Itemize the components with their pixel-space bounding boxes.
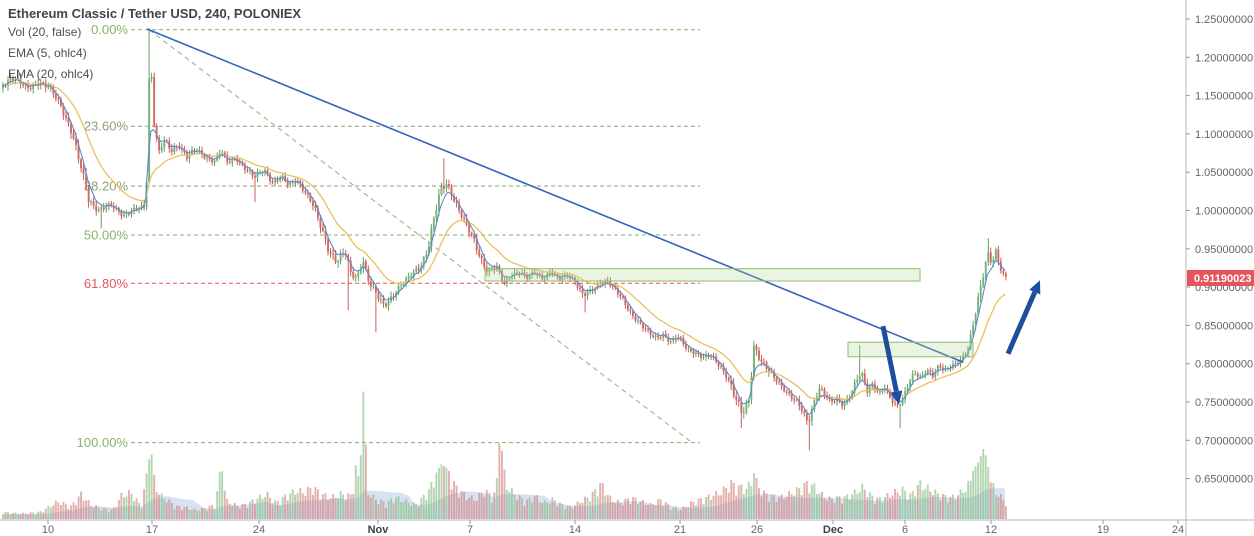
time-axis-label: 12: [985, 524, 997, 536]
ema5-line[interactable]: [1, 79, 1006, 416]
time-axis-label: 24: [1172, 524, 1184, 536]
price-axis-label: 1.15000000: [1195, 91, 1253, 103]
price-axis-label: 1.10000000: [1195, 129, 1253, 141]
time-axis-label: 14: [569, 524, 581, 536]
price-axis-label: 0.95000000: [1195, 244, 1253, 256]
highlight-zone-0[interactable]: [484, 268, 921, 282]
time-axis-label: Dec: [823, 524, 843, 536]
last-price-tag: [1187, 270, 1254, 286]
price-axis-label: 1.20000000: [1195, 52, 1253, 64]
ema20-line[interactable]: [2, 82, 1006, 400]
price-axis-label: 0.75000000: [1195, 397, 1253, 409]
last-price-tag-label: 0.91190023: [1194, 273, 1252, 285]
time-axis-label: 24: [253, 524, 265, 536]
fib-trend-segment: [148, 29, 693, 444]
highlight-zone-1[interactable]: [847, 341, 974, 358]
volume-series: [2, 391, 1007, 519]
price-axis-label: 0.85000000: [1195, 320, 1253, 332]
arrow-drawing-1[interactable]: [1005, 280, 1041, 355]
candlestick-series[interactable]: [2, 28, 1007, 451]
time-axis-label: 17: [146, 524, 158, 536]
fib-label-3: 50.00%: [84, 228, 129, 243]
price-axis-label: 0.80000000: [1195, 359, 1253, 371]
time-axis-label: 6: [902, 524, 908, 536]
time-axis-label: 26: [751, 524, 763, 536]
price-axis-label: 0.70000000: [1195, 435, 1253, 447]
time-axis-label: 19: [1097, 524, 1109, 536]
descending-trendline-drawing[interactable]: [146, 28, 964, 363]
fib-label-4: 61.80%: [84, 276, 129, 291]
time-axis-label: 7: [467, 524, 473, 536]
fib-label-0: 0.00%: [91, 22, 128, 37]
price-axis-label: 1.05000000: [1195, 167, 1253, 179]
arrow-drawing-0[interactable]: [880, 325, 903, 405]
fib-retracement-drawing[interactable]: 0.00% 23.60% 38.20% 50.00% 61.80% 100.00%: [77, 22, 700, 450]
price-axis-label: 1.00000000: [1195, 205, 1253, 217]
price-axis-label: 1.25000000: [1195, 14, 1253, 26]
price-axis[interactable]: 1.25000000 1.20000000 1.15000000 1.10000000…: [1185, 0, 1254, 536]
time-axis-label: Nov: [368, 524, 390, 536]
price-axis-label: 0.65000000: [1195, 474, 1253, 486]
time-axis-label: 21: [674, 524, 686, 536]
fib-label-5: 100.00%: [77, 435, 129, 450]
time-axis[interactable]: 10 17 24 Nov 7 14 21 26 Dec 6 12 19 24: [0, 519, 1254, 536]
fib-label-2: 38.20%: [84, 178, 129, 193]
fib-label-1: 23.60%: [84, 119, 129, 134]
time-axis-label: 10: [42, 524, 54, 536]
